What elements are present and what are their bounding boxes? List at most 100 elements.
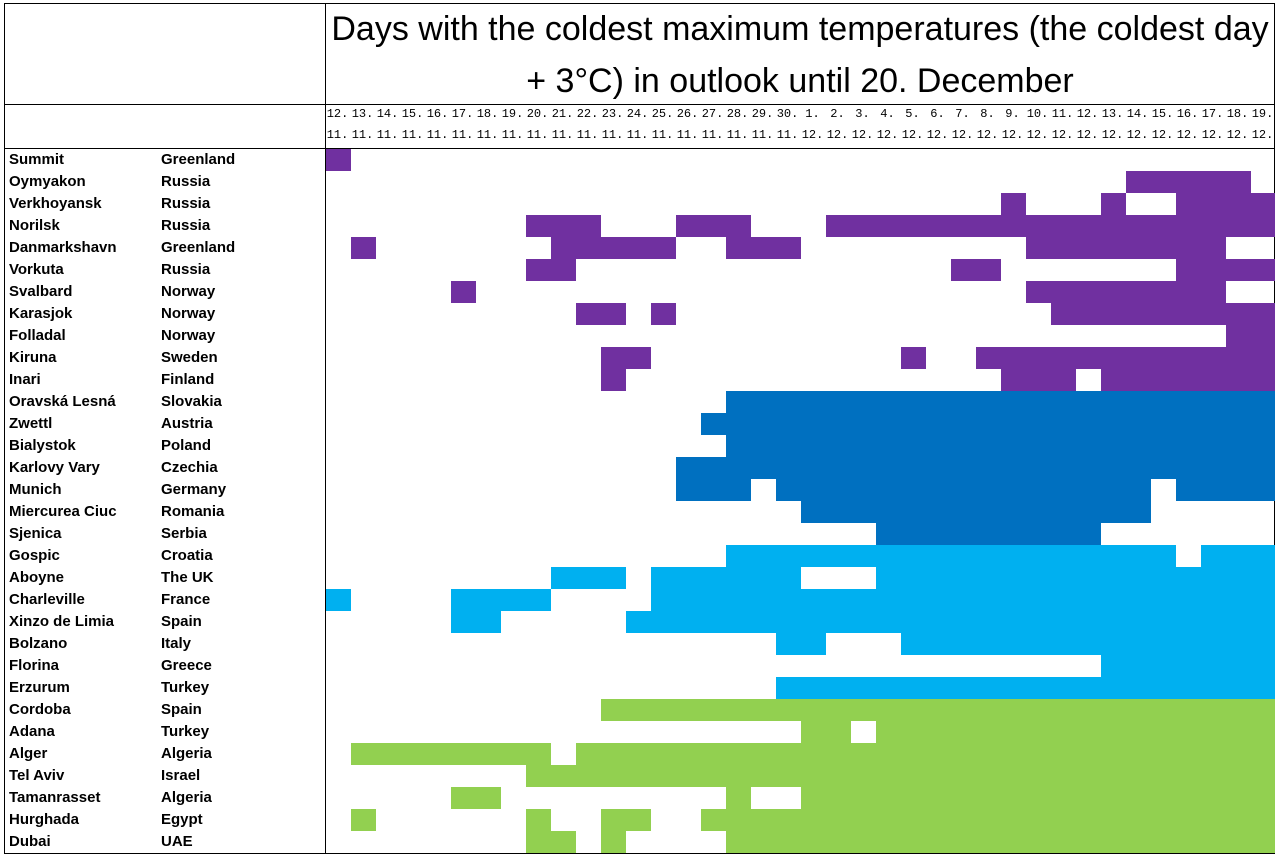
heatmap-cell [901, 479, 926, 501]
row-city-label: Xinzo de Limia [9, 613, 115, 630]
heatmap-cell [1251, 369, 1275, 391]
date-month-label: 11. [676, 128, 699, 142]
row-country-label: Finland [161, 371, 215, 388]
row-city-label: Karasjok [9, 305, 73, 322]
heatmap-cell [951, 391, 976, 413]
heatmap-cell [851, 545, 876, 567]
heatmap-cell [1001, 391, 1026, 413]
heatmap-cell [1226, 677, 1251, 699]
heatmap-cell [1201, 435, 1226, 457]
heatmap-cell [1101, 193, 1126, 215]
heatmap-cell [1251, 193, 1275, 215]
heatmap-cell [1126, 787, 1151, 809]
heatmap-cell [1076, 831, 1101, 853]
date-day-label: 1. [805, 107, 820, 121]
row-city-label: Dubai [9, 833, 51, 850]
heatmap-cell [1051, 721, 1076, 743]
heatmap-cell [1226, 567, 1251, 589]
heatmap-cell [1101, 831, 1126, 853]
heatmap-cell [1001, 457, 1026, 479]
row-country-label: Slovakia [161, 393, 222, 410]
row-city-label: Bolzano [9, 635, 68, 652]
heatmap-cell [626, 611, 651, 633]
heatmap-cell [976, 743, 1001, 765]
heatmap-cell [1101, 567, 1126, 589]
heatmap-cell [1251, 413, 1275, 435]
heatmap-cell [576, 743, 601, 765]
heatmap-cell [1001, 699, 1026, 721]
heatmap-cell [1151, 633, 1176, 655]
heatmap-cell [901, 435, 926, 457]
heatmap-cell [576, 567, 601, 589]
heatmap-cell [951, 765, 976, 787]
heatmap-cell [1251, 215, 1275, 237]
heatmap-cell [726, 391, 751, 413]
heatmap-cell [1176, 567, 1201, 589]
heatmap-cell [1176, 787, 1201, 809]
heatmap-cell [1026, 501, 1051, 523]
row-city-label: Danmarkshavn [9, 239, 117, 256]
date-day-label: 14. [376, 107, 399, 121]
heatmap-cell [1251, 391, 1275, 413]
heatmap-cell [1176, 611, 1201, 633]
heatmap-cell [1001, 435, 1026, 457]
heatmap-cell [1201, 391, 1226, 413]
heatmap-cell [1001, 809, 1026, 831]
heatmap-cell [1151, 413, 1176, 435]
heatmap-cell [926, 545, 951, 567]
heatmap-cell [1201, 347, 1226, 369]
heatmap-cell [976, 765, 1001, 787]
heatmap-cell [801, 545, 826, 567]
heatmap-cell [451, 281, 476, 303]
heatmap-cell [826, 391, 851, 413]
heatmap-cell [701, 809, 726, 831]
heatmap-cell [701, 611, 726, 633]
heatmap-cell [1101, 787, 1126, 809]
heatmap-cell [1201, 677, 1226, 699]
heatmap-cell [676, 215, 701, 237]
row-city-label: Summit [9, 151, 65, 168]
heatmap-cell [1076, 611, 1101, 633]
row-country-label: Spain [161, 613, 202, 630]
heatmap-cell [901, 589, 926, 611]
row-country-label: UAE [161, 833, 193, 850]
heatmap-cell [851, 391, 876, 413]
heatmap-cell [1026, 589, 1051, 611]
row-city-label: Erzurum [9, 679, 70, 696]
heatmap-cell [576, 765, 601, 787]
heatmap-cell [1201, 457, 1226, 479]
heatmap-cell [1101, 655, 1126, 677]
heatmap-cell [526, 259, 551, 281]
heatmap-cell [1001, 633, 1026, 655]
heatmap-cell [1201, 699, 1226, 721]
heatmap-cell [1001, 589, 1026, 611]
heatmap-cell [1126, 391, 1151, 413]
heatmap-cell [726, 545, 751, 567]
date-day-label: 19. [501, 107, 524, 121]
heatmap-cell [776, 831, 801, 853]
date-day-label: 14. [1126, 107, 1149, 121]
heatmap-cell [1051, 633, 1076, 655]
heatmap-cell [1126, 721, 1151, 743]
row-city-label: Munich [9, 481, 62, 498]
heatmap-cell [1176, 391, 1201, 413]
heatmap-cell [701, 215, 726, 237]
heatmap-cell [1176, 193, 1201, 215]
date-month-label: 12. [851, 128, 874, 142]
heatmap-cell [1051, 347, 1076, 369]
heatmap-cell [776, 545, 801, 567]
date-day-label: 29. [751, 107, 774, 121]
heatmap-cell [1076, 765, 1101, 787]
heatmap-cell [1126, 589, 1151, 611]
heatmap-cell [901, 809, 926, 831]
heatmap-cell [751, 413, 776, 435]
heatmap-cell [1051, 677, 1076, 699]
heatmap-cell [876, 413, 901, 435]
heatmap-cell [1251, 479, 1275, 501]
date-month-label: 12. [976, 128, 999, 142]
heatmap-cell [901, 567, 926, 589]
heatmap-cell [1101, 347, 1126, 369]
heatmap-cell [776, 457, 801, 479]
heatmap-cell [776, 567, 801, 589]
heatmap-cell [676, 611, 701, 633]
